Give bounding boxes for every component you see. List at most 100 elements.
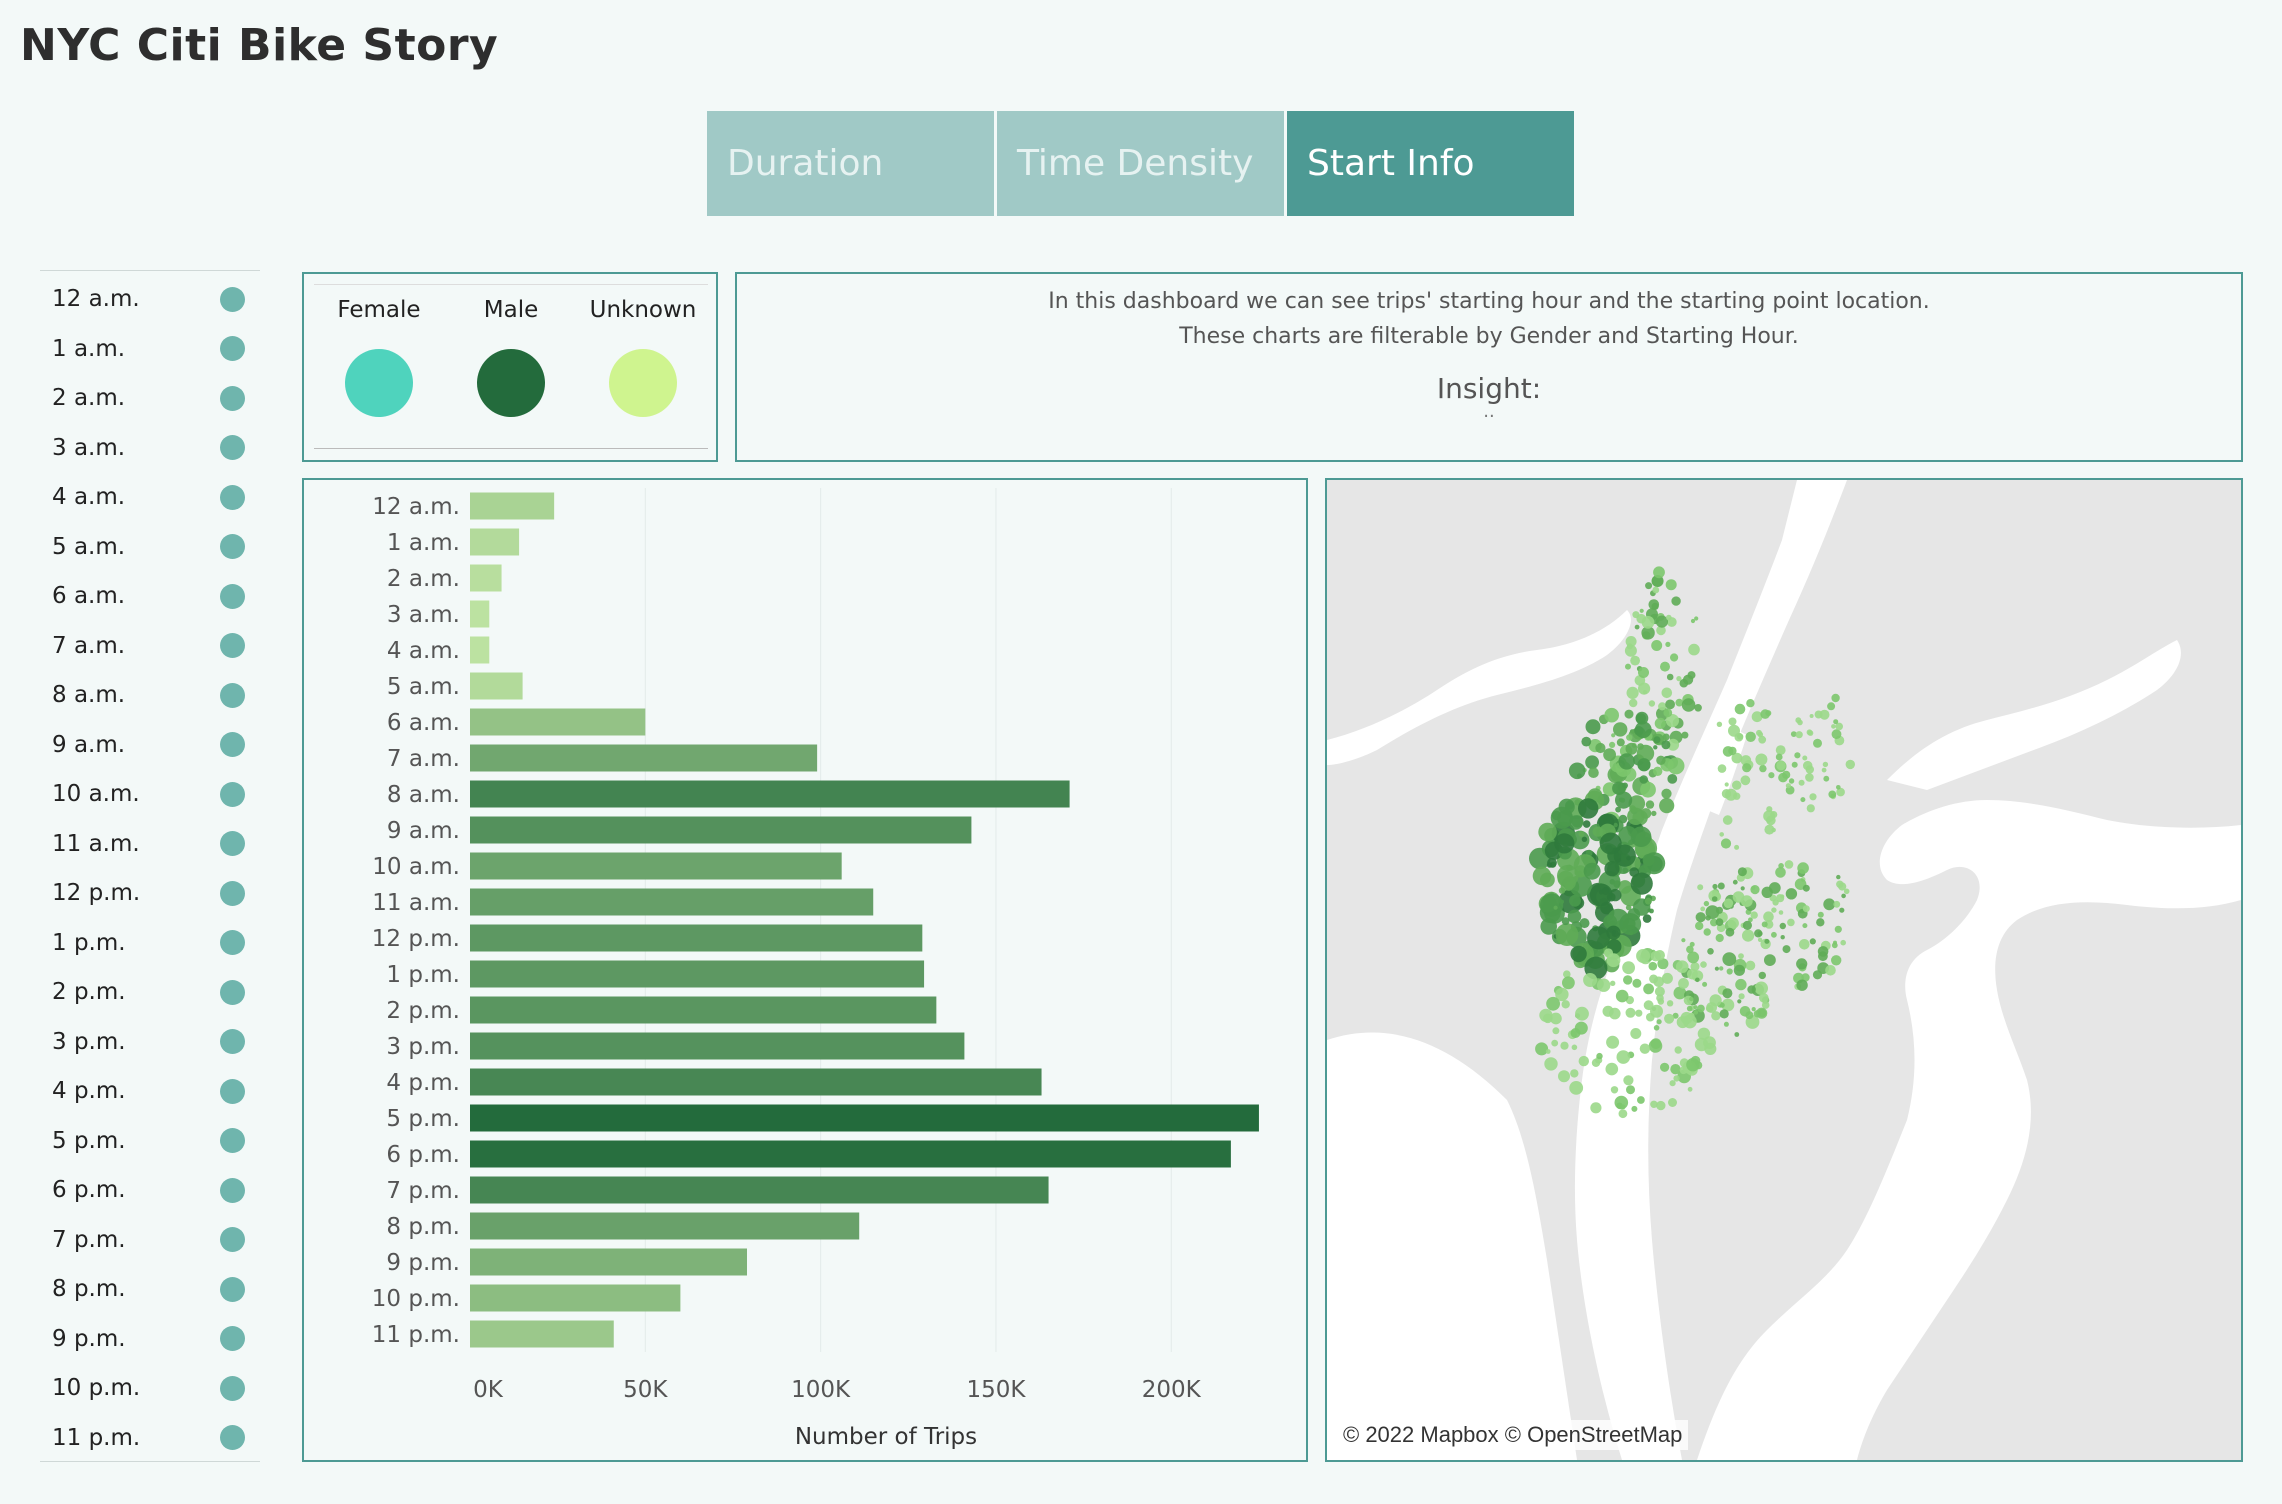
station-point[interactable] — [1540, 918, 1557, 935]
station-point[interactable] — [1675, 698, 1684, 707]
station-point[interactable] — [1639, 775, 1648, 784]
station-point[interactable] — [1605, 1062, 1619, 1076]
station-point[interactable] — [1613, 722, 1628, 737]
station-point[interactable] — [1715, 918, 1724, 926]
bar[interactable] — [470, 1212, 860, 1240]
station-point[interactable] — [1618, 1109, 1628, 1119]
station-point[interactable] — [1604, 707, 1619, 723]
station-point[interactable] — [1662, 733, 1670, 741]
station-point[interactable] — [1760, 709, 1770, 719]
station-point[interactable] — [1667, 774, 1678, 784]
station-point[interactable] — [1653, 566, 1665, 579]
station-point[interactable] — [1687, 1086, 1693, 1092]
station-point[interactable] — [1611, 733, 1616, 738]
station-point[interactable] — [1651, 602, 1659, 610]
station-point[interactable] — [1802, 923, 1808, 929]
station-point[interactable] — [1629, 930, 1634, 936]
bar[interactable] — [470, 636, 490, 664]
station-point[interactable] — [1833, 719, 1839, 725]
station-point[interactable] — [1722, 952, 1737, 966]
station-point[interactable] — [1646, 1012, 1655, 1022]
station-point[interactable] — [1834, 925, 1842, 933]
station-point[interactable] — [1562, 876, 1576, 890]
station-point[interactable] — [1665, 641, 1671, 647]
station-point[interactable] — [1656, 994, 1664, 1002]
station-point[interactable] — [1779, 922, 1786, 930]
station-point[interactable] — [1628, 795, 1646, 812]
bar[interactable] — [470, 1284, 681, 1312]
station-point[interactable] — [1654, 717, 1666, 729]
station-point[interactable] — [1697, 1004, 1705, 1013]
station-point[interactable] — [1629, 698, 1638, 708]
station-point[interactable] — [1831, 693, 1840, 703]
station-point[interactable] — [1551, 810, 1562, 821]
bar[interactable] — [470, 1248, 748, 1276]
station-point[interactable] — [1775, 753, 1783, 761]
start-location-map[interactable]: © 2022 Mapbox © OpenStreetMap — [1325, 478, 2243, 1462]
hour-filter-item[interactable]: 1 p.m. — [40, 923, 260, 963]
station-point[interactable] — [1745, 960, 1756, 971]
station-point[interactable] — [1756, 1007, 1768, 1019]
station-point[interactable] — [1664, 1013, 1675, 1024]
station-point[interactable] — [1645, 800, 1655, 809]
station-point[interactable] — [1571, 815, 1584, 828]
station-point[interactable] — [1658, 702, 1667, 711]
station-point[interactable] — [1653, 766, 1663, 776]
station-point[interactable] — [1721, 998, 1735, 1012]
station-point[interactable] — [1689, 941, 1695, 947]
station-point[interactable] — [1653, 736, 1661, 744]
station-point[interactable] — [1673, 1075, 1680, 1082]
bar[interactable] — [470, 492, 555, 520]
station-point[interactable] — [1618, 753, 1635, 770]
station-point[interactable] — [1686, 945, 1694, 954]
station-point[interactable] — [1610, 980, 1616, 986]
station-point[interactable] — [1641, 626, 1655, 640]
station-point[interactable] — [1734, 844, 1740, 850]
station-point[interactable] — [1785, 888, 1798, 900]
station-point[interactable] — [1764, 824, 1775, 835]
station-point[interactable] — [1737, 999, 1742, 1004]
hour-filter-item[interactable]: 2 p.m. — [40, 972, 260, 1012]
hour-filter-item[interactable]: 12 p.m. — [40, 873, 260, 913]
station-point[interactable] — [1551, 1039, 1559, 1047]
station-point[interactable] — [1814, 710, 1823, 719]
station-point[interactable] — [1776, 894, 1785, 903]
station-point[interactable] — [1604, 861, 1620, 877]
station-point[interactable] — [1630, 1028, 1642, 1039]
station-point[interactable] — [1622, 961, 1635, 975]
station-point[interactable] — [1745, 731, 1756, 742]
station-point[interactable] — [1759, 993, 1769, 1003]
station-point[interactable] — [1738, 953, 1744, 959]
station-point[interactable] — [1806, 804, 1815, 813]
station-point[interactable] — [1771, 907, 1777, 913]
station-point[interactable] — [1776, 760, 1786, 771]
bar[interactable] — [470, 1104, 1259, 1132]
station-point[interactable] — [1759, 764, 1767, 773]
station-point[interactable] — [1728, 746, 1737, 756]
station-point[interactable] — [1679, 1066, 1688, 1075]
bar[interactable] — [470, 672, 523, 700]
station-point[interactable] — [1585, 755, 1599, 770]
station-point[interactable] — [1591, 1058, 1601, 1067]
station-point[interactable] — [1570, 1028, 1581, 1038]
station-point[interactable] — [1539, 1008, 1553, 1022]
station-point[interactable] — [1775, 745, 1786, 755]
station-point[interactable] — [1833, 900, 1841, 908]
station-point[interactable] — [1651, 810, 1657, 817]
station-point[interactable] — [1728, 724, 1740, 737]
station-point[interactable] — [1666, 673, 1674, 681]
hour-filter-item[interactable]: 7 a.m. — [40, 626, 260, 666]
station-point[interactable] — [1656, 1019, 1662, 1025]
station-point[interactable] — [1790, 731, 1797, 737]
station-point[interactable] — [1737, 867, 1747, 877]
station-point[interactable] — [1666, 614, 1672, 621]
hour-filter-item[interactable]: 6 p.m. — [40, 1170, 260, 1210]
station-point[interactable] — [1657, 958, 1669, 970]
legend-item-male[interactable]: Male — [446, 297, 576, 417]
station-point[interactable] — [1700, 906, 1706, 912]
station-point[interactable] — [1734, 1032, 1740, 1037]
station-point[interactable] — [1687, 951, 1700, 964]
station-point[interactable] — [1719, 1002, 1725, 1008]
station-point[interactable] — [1795, 717, 1802, 724]
station-point[interactable] — [1626, 643, 1633, 650]
